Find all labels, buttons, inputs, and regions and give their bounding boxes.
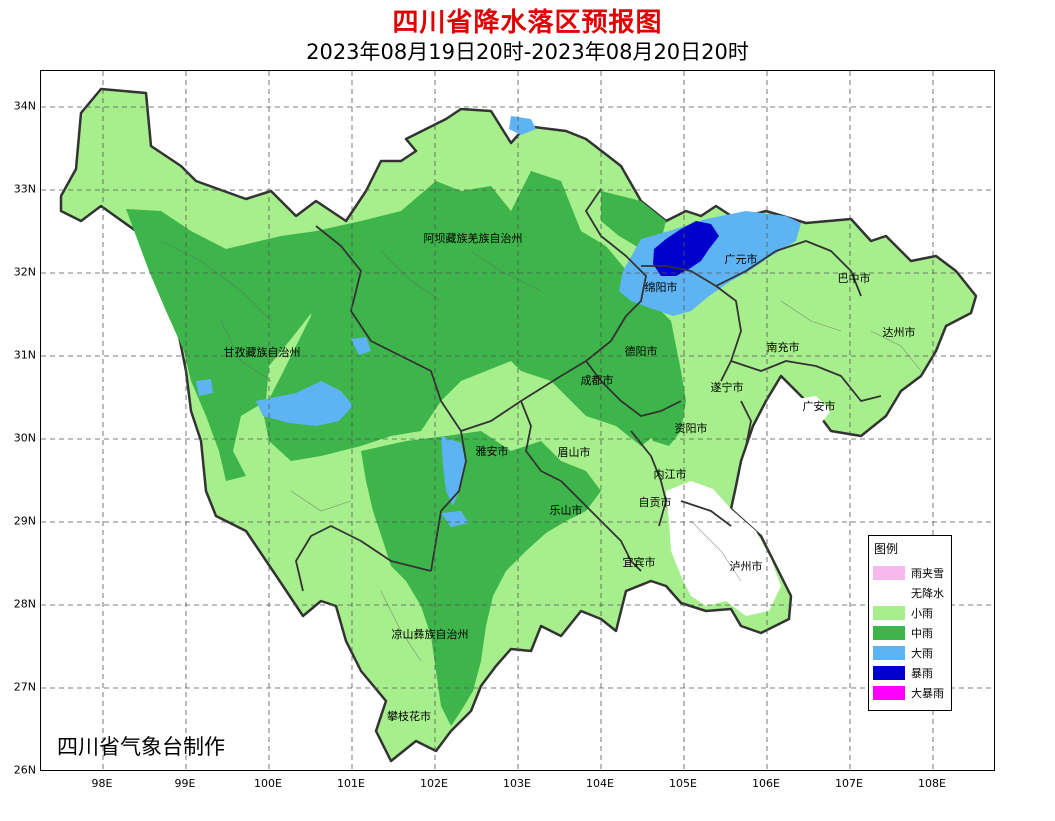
legend-label-sleet: 雨夹雪 [911, 565, 944, 581]
forecast-period: 2023年08月19日20时-2023年08月20日20时 [0, 36, 1055, 66]
city-label-guangyuan: 广元市 [725, 251, 758, 267]
legend-label-rainstorm: 暴雨 [911, 665, 933, 681]
legend-item-heavy-rain: 大雨 [873, 644, 951, 661]
lat-label-32n: 32N [2, 266, 36, 279]
legend-title: 图例 [874, 540, 898, 557]
city-label-dazhou: 达州市 [883, 324, 916, 340]
lat-label-26n: 26N [2, 764, 36, 777]
city-label-chengdu: 成都市 [581, 372, 614, 388]
lat-label-29n: 29N [2, 515, 36, 528]
lon-label-105e: 105E [663, 777, 703, 790]
city-label-neijiang: 内江市 [654, 466, 687, 482]
region-label-ganzi: 甘孜藏族自治州 [224, 344, 301, 360]
legend-swatch-heavy-rainstorm [873, 686, 905, 700]
city-label-yaan: 雅安市 [476, 443, 509, 459]
legend: 图例 雨夹雪 无降水 小雨 中雨 大雨 暴雨 大暴雨 [868, 535, 952, 711]
lon-label-107e: 107E [829, 777, 869, 790]
region-label-liangshan: 凉山彝族自治州 [392, 626, 469, 642]
lat-label-31n: 31N [2, 349, 36, 362]
producer-credit: 四川省气象台制作 [57, 731, 225, 761]
city-label-zigong: 自贡市 [639, 494, 672, 510]
lat-label-34n: 34N [2, 100, 36, 113]
legend-label-light-rain: 小雨 [911, 605, 933, 621]
legend-item-rainstorm: 暴雨 [873, 664, 951, 681]
legend-label-heavy-rain: 大雨 [911, 645, 933, 661]
legend-label-moderate-rain: 中雨 [911, 625, 933, 641]
heavy-rain-patch-3 [196, 379, 213, 396]
lon-label-108e: 108E [912, 777, 952, 790]
city-label-meishan: 眉山市 [558, 444, 591, 460]
lon-label-100e: 100E [248, 777, 288, 790]
legend-item-sleet: 雨夹雪 [873, 564, 951, 581]
lon-label-104e: 104E [580, 777, 620, 790]
lon-label-102e: 102E [414, 777, 454, 790]
lon-label-99e: 99E [165, 777, 205, 790]
legend-swatch-no-precipitation [873, 586, 905, 600]
precipitation-map [41, 71, 995, 771]
lon-label-101e: 101E [331, 777, 371, 790]
city-label-yibin: 宜宾市 [623, 554, 656, 570]
city-label-leshan: 乐山市 [550, 502, 583, 518]
legend-swatch-rainstorm [873, 666, 905, 680]
city-label-suining: 遂宁市 [711, 379, 744, 395]
lat-label-28n: 28N [2, 598, 36, 611]
city-label-guangan: 广安市 [803, 398, 836, 414]
legend-swatch-moderate-rain [873, 626, 905, 640]
legend-label-no-precipitation: 无降水 [911, 585, 944, 601]
legend-item-heavy-rainstorm: 大暴雨 [873, 684, 951, 701]
legend-item-no-precipitation: 无降水 [873, 584, 951, 601]
lon-label-103e: 103E [497, 777, 537, 790]
region-label-aba: 阿坝藏族羌族自治州 [424, 230, 523, 246]
city-label-luzhou: 泸州市 [730, 558, 763, 574]
legend-swatch-sleet [873, 566, 905, 580]
lat-label-27n: 27N [2, 681, 36, 694]
legend-item-moderate-rain: 中雨 [873, 624, 951, 641]
city-label-panzhihua: 攀枝花市 [387, 708, 431, 724]
city-label-bazhong: 巴中市 [838, 270, 871, 286]
lon-label-98e: 98E [82, 777, 122, 790]
legend-swatch-heavy-rain [873, 646, 905, 660]
city-label-ziyang: 资阳市 [675, 420, 708, 436]
map-frame [40, 70, 995, 771]
lon-label-106e: 106E [746, 777, 786, 790]
city-label-deyang: 德阳市 [625, 343, 658, 359]
map-title: 四川省降水落区预报图 [0, 2, 1055, 39]
lat-label-33n: 33N [2, 183, 36, 196]
city-label-mianyang: 绵阳市 [645, 279, 678, 295]
lat-label-30n: 30N [2, 432, 36, 445]
city-label-nanchong: 南充市 [767, 339, 800, 355]
legend-label-heavy-rainstorm: 大暴雨 [911, 685, 944, 701]
legend-swatch-light-rain [873, 606, 905, 620]
legend-item-light-rain: 小雨 [873, 604, 951, 621]
